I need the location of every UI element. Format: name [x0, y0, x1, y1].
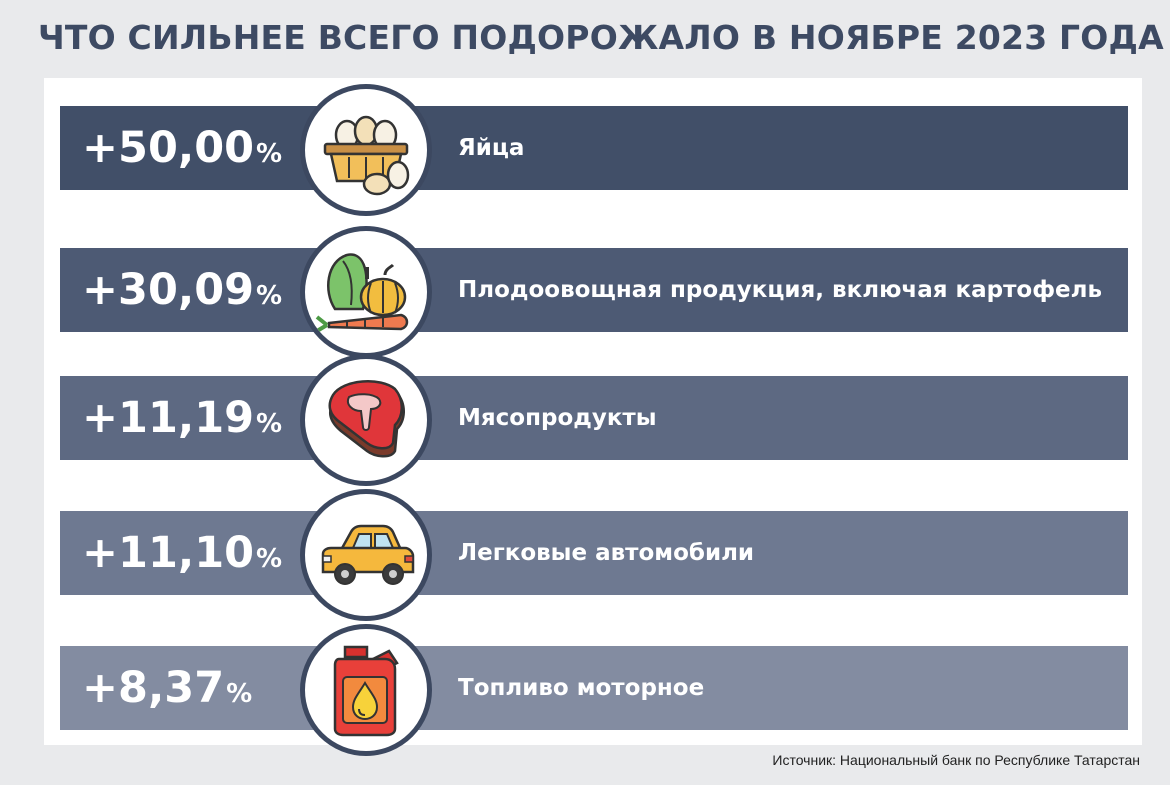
category-row: +30,09% Плодоовощная продукция, включая …	[60, 226, 1128, 358]
value-number: +50,00	[82, 123, 255, 173]
vegetables-icon	[300, 226, 432, 358]
category-label: Легковые автомобили	[458, 540, 755, 566]
percent-sign: %	[256, 409, 283, 439]
category-band	[60, 106, 1128, 190]
category-band	[60, 511, 1128, 595]
change-value: +30,09%	[82, 248, 282, 332]
category-label: Яйца	[458, 135, 525, 161]
percent-sign: %	[256, 544, 283, 574]
value-number: +8,37	[82, 663, 225, 713]
category-band	[60, 376, 1128, 460]
change-value: +11,10%	[82, 511, 282, 595]
category-label: Плодоовощная продукция, включая картофел…	[458, 277, 1103, 303]
car-icon	[300, 489, 432, 621]
category-band	[60, 248, 1128, 332]
value-number: +11,19	[82, 393, 255, 443]
change-value: +50,00%	[82, 106, 282, 190]
percent-sign: %	[256, 139, 283, 169]
change-value: +8,37%	[82, 646, 252, 730]
percent-sign: %	[226, 679, 253, 709]
category-row: +50,00% Яйца	[60, 84, 1128, 216]
category-row: +11,19% Мясопродукты	[60, 354, 1128, 486]
category-row: +8,37% Топливо моторное	[60, 624, 1128, 756]
value-number: +30,09	[82, 265, 255, 315]
steak-icon	[300, 354, 432, 486]
change-value: +11,19%	[82, 376, 282, 460]
fuel-canister-icon	[300, 624, 432, 756]
category-label: Мясопродукты	[458, 405, 657, 431]
category-label: Топливо моторное	[458, 675, 705, 701]
value-number: +11,10	[82, 528, 255, 578]
page-title: ЧТО СИЛЬНЕЕ ВСЕГО ПОДОРОЖАЛО В НОЯБРЕ 20…	[38, 18, 1164, 57]
category-row: +11,10% Легковые автомобили	[60, 489, 1128, 621]
category-band	[60, 646, 1128, 730]
percent-sign: %	[256, 281, 283, 311]
source-note: Источник: Национальный банк по Республик…	[772, 752, 1140, 768]
eggs-basket-icon	[300, 84, 432, 216]
